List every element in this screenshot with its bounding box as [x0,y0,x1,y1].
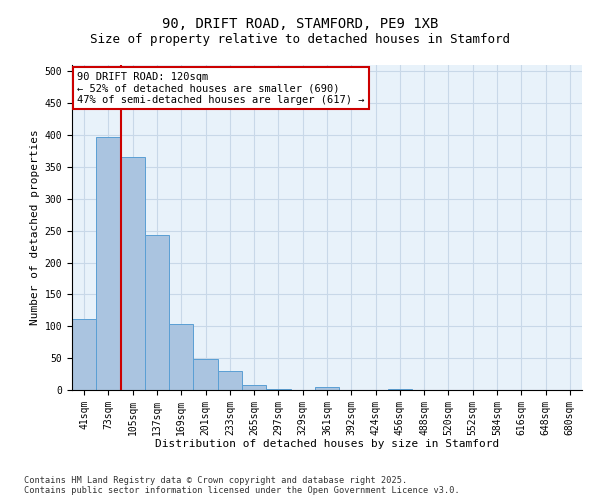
Text: Size of property relative to detached houses in Stamford: Size of property relative to detached ho… [90,32,510,46]
Text: Contains HM Land Registry data © Crown copyright and database right 2025.
Contai: Contains HM Land Registry data © Crown c… [24,476,460,495]
Bar [388,388,412,390]
Bar [266,388,290,390]
Bar [242,385,266,390]
Text: 90 DRIFT ROAD: 120sqm
← 52% of detached houses are smaller (690)
47% of semi-det: 90 DRIFT ROAD: 120sqm ← 52% of detached … [77,72,365,104]
Bar [96,137,121,390]
Text: 90, DRIFT ROAD, STAMFORD, PE9 1XB: 90, DRIFT ROAD, STAMFORD, PE9 1XB [162,18,438,32]
Bar [72,318,96,390]
Bar [218,371,242,390]
Bar [169,324,193,390]
Y-axis label: Number of detached properties: Number of detached properties [31,130,40,326]
Bar [121,158,145,390]
Bar [193,359,218,390]
Bar [315,387,339,390]
X-axis label: Distribution of detached houses by size in Stamford: Distribution of detached houses by size … [155,439,499,449]
Bar [145,235,169,390]
